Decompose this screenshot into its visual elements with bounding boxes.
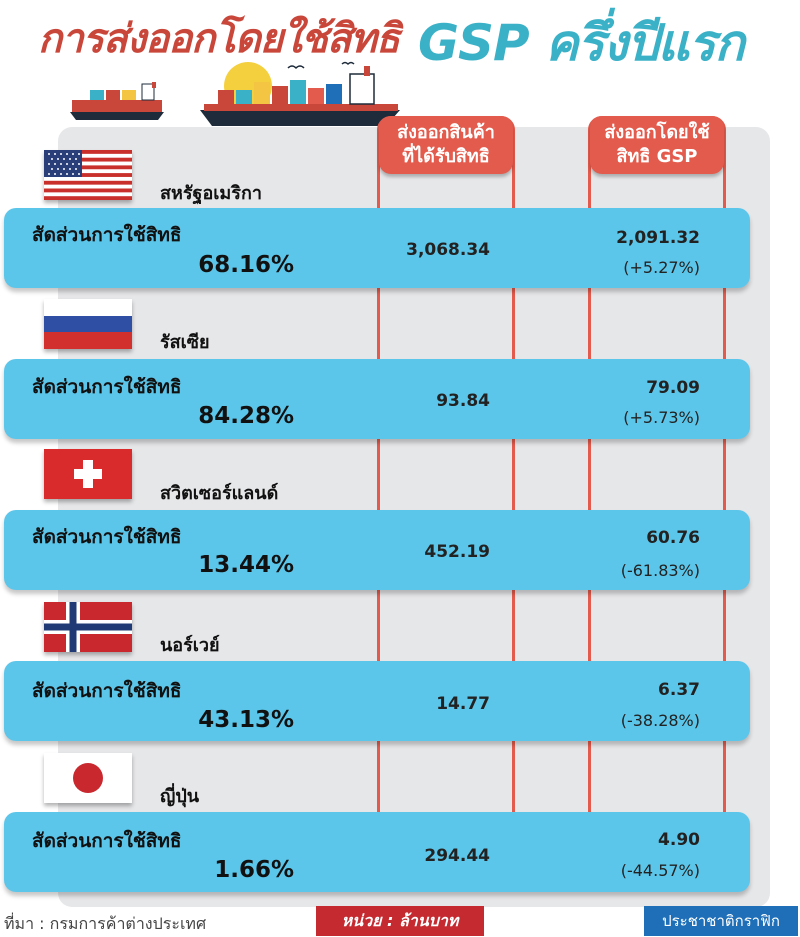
column-header-eligible-line2: ที่ได้รับสิทธิ [402, 146, 490, 167]
row-bar-usa [4, 208, 750, 288]
russia-flag-icon [44, 299, 132, 349]
utilization-value-usa: 68.16% [198, 252, 294, 278]
gsp-change-russia: (+5.73%) [623, 408, 700, 427]
source-note: ที่มา : กรมการค้าต่างประเทศ [4, 914, 207, 933]
row-bar-japan [4, 812, 750, 892]
country-name-russia: รัสเซีย [160, 332, 210, 353]
gsp-change-japan: (-44.57%) [620, 861, 700, 880]
cargo-ship-icon [70, 61, 400, 126]
column-header-gsp-line1: ส่งออกโดยใช้ [604, 122, 710, 143]
gsp-exports-norway: 6.37 [658, 680, 700, 700]
country-name-usa: สหรัฐอเมริกา [160, 183, 262, 204]
utilization-value-norway: 43.13% [198, 707, 294, 733]
us-flag-icon [44, 150, 132, 200]
norway-flag-icon [44, 602, 132, 652]
eligible-exports-usa: 3,068.34 [406, 240, 490, 260]
credit-badge: ประชาชาติกราฟิก [644, 906, 798, 936]
row-bar-norway [4, 661, 750, 741]
utilization-value-japan: 1.66% [214, 857, 294, 883]
column-header-eligible: ส่งออกสินค้า ที่ได้รับสิทธิ [379, 116, 513, 174]
gsp-exports-russia: 79.09 [646, 378, 700, 398]
eligible-exports-japan: 294.44 [424, 846, 490, 866]
title-part2: GSP ครึ่งปีแรก [418, 14, 745, 72]
column-header-gsp: ส่งออกโดยใช้ สิทธิ GSP [590, 116, 724, 174]
country-name-switzerland: สวิตเซอร์แลนด์ [160, 483, 279, 504]
gsp-change-usa: (+5.27%) [623, 258, 700, 277]
country-name-japan: ญี่ปุ่น [160, 786, 200, 807]
title-part1: การส่งออกโดยใช้สิทธิ [38, 16, 400, 62]
gsp-change-switzerland: (-61.83%) [620, 561, 700, 580]
eligible-exports-norway: 14.77 [436, 694, 490, 714]
utilization-label: สัดส่วนการใช้สิทธิ [32, 376, 182, 398]
eligible-exports-russia: 93.84 [436, 391, 490, 411]
row-bar-switzerland [4, 510, 750, 590]
japan-flag-icon [44, 753, 132, 803]
utilization-label: สัดส่วนการใช้สิทธิ [32, 680, 182, 702]
column-header-gsp-line2: สิทธิ GSP [616, 146, 698, 167]
country-name-norway: นอร์เวย์ [160, 635, 220, 656]
switzerland-flag-icon [44, 449, 132, 499]
row-bar-russia [4, 359, 750, 439]
unit-badge: หน่วย : ล้านบาท [316, 906, 484, 936]
utilization-label: สัดส่วนการใช้สิทธิ [32, 526, 182, 548]
gsp-change-norway: (-38.28%) [620, 711, 700, 730]
utilization-value-russia: 84.28% [198, 403, 294, 429]
eligible-exports-switzerland: 452.19 [424, 542, 490, 562]
column-header-eligible-line1: ส่งออกสินค้า [397, 122, 495, 143]
gsp-exports-japan: 4.90 [658, 830, 700, 850]
utilization-label: สัดส่วนการใช้สิทธิ [32, 830, 182, 852]
gsp-exports-usa: 2,091.32 [616, 228, 700, 248]
gsp-exports-switzerland: 60.76 [646, 528, 700, 548]
utilization-label: สัดส่วนการใช้สิทธิ [32, 224, 182, 246]
utilization-value-switzerland: 13.44% [198, 552, 294, 578]
